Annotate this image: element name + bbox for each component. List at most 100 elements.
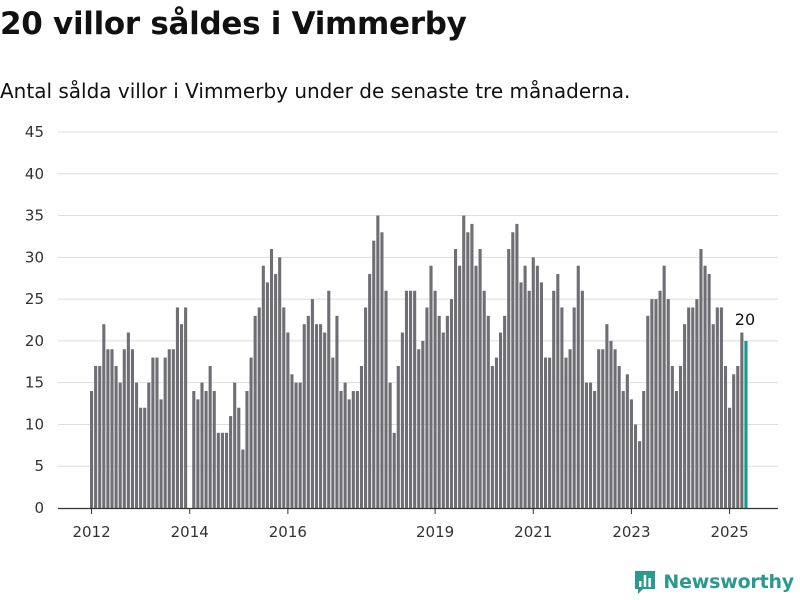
bar — [666, 299, 670, 508]
bar — [658, 290, 662, 508]
bar — [126, 332, 130, 508]
bar — [302, 324, 306, 508]
bar — [535, 265, 539, 508]
x-tick-label: 2023 — [612, 523, 650, 541]
bar — [654, 299, 658, 508]
bar — [548, 357, 552, 508]
bar — [90, 391, 94, 508]
bar — [470, 223, 474, 508]
bar — [441, 332, 445, 508]
bar — [613, 349, 617, 508]
bar — [564, 357, 568, 508]
bar — [167, 349, 171, 508]
bar — [282, 307, 286, 508]
bar — [368, 274, 372, 508]
bar — [560, 307, 564, 508]
bar — [507, 248, 511, 508]
bar — [719, 307, 723, 508]
highlight-value-label: 20 — [735, 310, 755, 329]
bar — [433, 290, 437, 508]
chart-subtitle: Antal sålda villor i Vimmerby under de s… — [0, 79, 631, 103]
bar — [732, 374, 736, 508]
bar — [728, 407, 732, 508]
bar — [736, 365, 740, 508]
bar — [216, 432, 220, 508]
y-tick-label: 5 — [34, 457, 44, 475]
x-tick-label: 2016 — [269, 523, 307, 541]
bar — [249, 357, 253, 508]
bar — [298, 382, 302, 508]
bar — [462, 215, 466, 509]
bar — [642, 391, 646, 508]
bar — [486, 315, 490, 508]
bar — [674, 391, 678, 508]
bar — [171, 349, 175, 508]
y-tick-label: 45 — [25, 123, 44, 141]
bar — [617, 365, 621, 508]
bar — [94, 365, 98, 508]
bar — [609, 340, 613, 508]
bar — [638, 441, 642, 508]
bar — [388, 382, 392, 508]
bar — [650, 299, 654, 508]
bar — [102, 324, 106, 508]
data-labels: 20 — [735, 310, 755, 329]
bar — [503, 315, 507, 508]
bar — [204, 391, 208, 508]
bar — [310, 299, 314, 508]
bar — [584, 382, 588, 508]
bar — [347, 399, 351, 508]
bar — [98, 365, 102, 508]
bar — [723, 365, 728, 508]
y-axis-ticks: 0 5 10 15 20 25 30 35 40 45 — [25, 123, 44, 517]
bar — [519, 282, 523, 508]
bar — [437, 315, 441, 508]
bar — [110, 349, 114, 508]
bar-highlight — [744, 340, 748, 508]
bar — [417, 349, 421, 508]
bar — [261, 265, 265, 508]
bar — [601, 349, 605, 508]
bar — [151, 357, 155, 508]
bar — [233, 382, 237, 508]
bar — [707, 274, 711, 508]
bar — [474, 265, 478, 508]
bar — [429, 265, 433, 508]
bar — [621, 391, 625, 508]
bar — [278, 257, 282, 508]
bar — [568, 349, 572, 508]
bar — [306, 315, 310, 508]
bar — [543, 357, 548, 508]
x-tick-label: 2014 — [171, 523, 209, 541]
bar — [196, 399, 200, 508]
bar — [274, 274, 278, 508]
bar — [396, 365, 400, 508]
bar — [715, 307, 719, 508]
bar — [413, 290, 417, 508]
brand-name: Newsworthy — [663, 571, 794, 593]
bar — [392, 432, 396, 508]
bar — [699, 248, 703, 508]
bar — [588, 382, 593, 508]
bar — [449, 299, 454, 508]
x-tick-label: 2012 — [72, 523, 110, 541]
bar — [384, 290, 388, 508]
bar — [490, 365, 494, 508]
bar — [409, 290, 413, 508]
bar — [482, 290, 486, 508]
bar — [580, 290, 584, 508]
bar — [314, 324, 319, 508]
bar — [494, 357, 499, 508]
page-title: 20 villor såldes i Vimmerby — [0, 6, 467, 42]
bar — [331, 357, 335, 508]
bar — [143, 407, 147, 508]
bar — [241, 449, 245, 508]
bar — [605, 324, 609, 508]
bar — [454, 248, 458, 508]
bar — [670, 365, 674, 508]
bar — [380, 232, 384, 508]
bar — [286, 332, 290, 508]
bar — [376, 215, 380, 509]
bar — [523, 265, 527, 508]
bar — [597, 349, 601, 508]
